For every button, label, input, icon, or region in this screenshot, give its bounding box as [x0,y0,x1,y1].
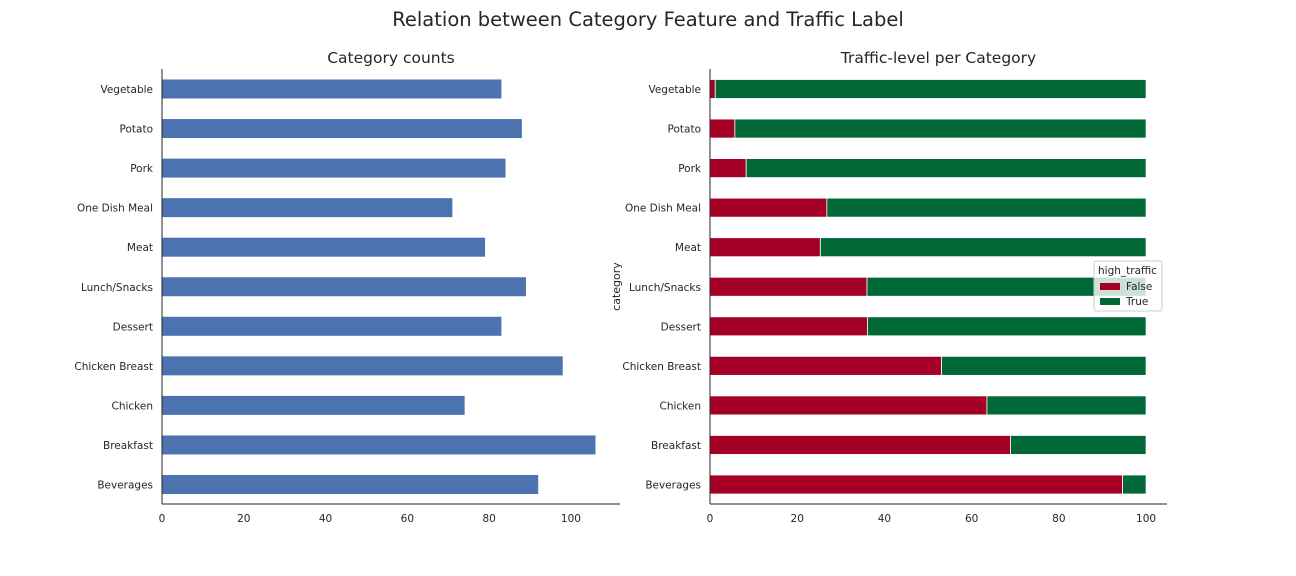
bar-chicken-breast-false [709,355,942,376]
y-tick-label-beverages: Beverages [645,480,701,492]
x-tick-label-20: 20 [791,513,804,525]
y-tick-label-vegetable: Vegetable [100,84,153,96]
x-tick-label-20: 20 [237,513,250,525]
chart-panel-1: Beverages Breakfast Chicken Chicken Breast D… [74,49,620,525]
bar-dessert-true [867,316,1147,337]
x-tick-label-40: 40 [319,513,332,525]
y-tick-label-vegetable: Vegetable [648,84,701,96]
y-tick-label-chicken: Chicken [660,400,702,412]
bar-beverages [162,475,539,494]
bar-lunch-snacks [162,277,526,297]
chart-title: Traffic-level per Category [840,49,1036,67]
bar-one-dish-meal [162,198,453,218]
x-tick-label-80: 80 [482,513,495,525]
x-tick-label-60: 60 [401,513,414,525]
chart-title: Category counts [327,49,455,67]
y-tick-label-potato: Potato [668,124,701,136]
legend-swatch-true [1100,298,1120,305]
x-tick-label-0: 0 [707,513,714,525]
bar-potato [162,119,522,139]
x-tick-label-0: 0 [159,513,166,525]
bar-pork-false [709,158,747,179]
bar-chicken [162,395,465,415]
legend-title: high_traffic [1098,265,1157,277]
y-tick-label-dessert: Dessert [113,321,153,333]
bar-dessert [162,316,502,336]
legend: high_traffic False True [1093,260,1163,312]
bar-chicken-breast [162,356,563,376]
x-tick-label-100: 100 [561,513,581,525]
bar-dessert-false [709,316,868,337]
y-tick-label-chicken: Chicken [112,400,154,412]
y-tick-label-chicken-breast: Chicken Breast [74,361,153,373]
y-tick-label-pork: Pork [678,163,702,175]
y-tick-label-meat: Meat [127,242,153,254]
y-tick-label-beverages: Beverages [97,480,153,492]
bar-pork-true [745,158,1147,179]
bar-potato-true [734,118,1147,139]
y-tick-label-one-dish-meal: One Dish Meal [625,203,701,215]
bar-vegetable-true [714,79,1147,99]
figure-title: Relation between Category Feature and Tr… [392,8,904,31]
x-tick-label-80: 80 [1052,513,1065,525]
bar-chicken-breast-true [941,355,1147,376]
bar-pork [162,158,506,178]
bar-meat-false [709,237,821,258]
x-tick-label-40: 40 [878,513,891,525]
bar-chicken-false [709,395,988,416]
bar-beverages-false [709,474,1123,495]
x-tick-label-100: 100 [1136,513,1156,525]
y-axis-label: category [610,262,623,311]
y-tick-label-one-dish-meal: One Dish Meal [77,203,153,215]
y-tick-label-breakfast: Breakfast [103,440,153,452]
y-tick-label-dessert: Dessert [661,321,701,333]
y-tick-label-chicken-breast: Chicken Breast [622,361,701,373]
bar-breakfast-true [1010,435,1147,455]
x-tick-label-60: 60 [965,513,978,525]
chart-panel-2: Beverages Breakfast Chicken Chicken Breast D… [610,49,1167,525]
y-tick-label-breakfast: Breakfast [651,440,701,452]
y-tick-label-potato: Potato [120,124,153,136]
bar-meat [162,237,486,257]
bar-one-dish-meal-false [709,197,828,218]
bar-vegetable [162,79,502,99]
bar-breakfast [162,435,596,455]
bar-one-dish-meal-true [826,197,1147,218]
bar-vegetable-false [709,79,716,99]
y-tick-label-lunch-snacks: Lunch/Snacks [81,282,153,294]
bar-potato-false [709,118,736,139]
bar-beverages-true [1122,474,1147,495]
y-tick-label-meat: Meat [675,242,701,254]
legend-label-true: True [1125,296,1148,308]
bar-meat-true [819,237,1147,258]
y-tick-label-lunch-snacks: Lunch/Snacks [629,282,701,294]
bar-chicken-true [986,395,1147,416]
legend-label-false: False [1126,281,1152,293]
legend-swatch-false [1100,283,1120,290]
y-tick-label-pork: Pork [130,163,154,175]
bar-breakfast-false [709,435,1011,455]
bar-lunch-snacks-false [709,276,868,297]
